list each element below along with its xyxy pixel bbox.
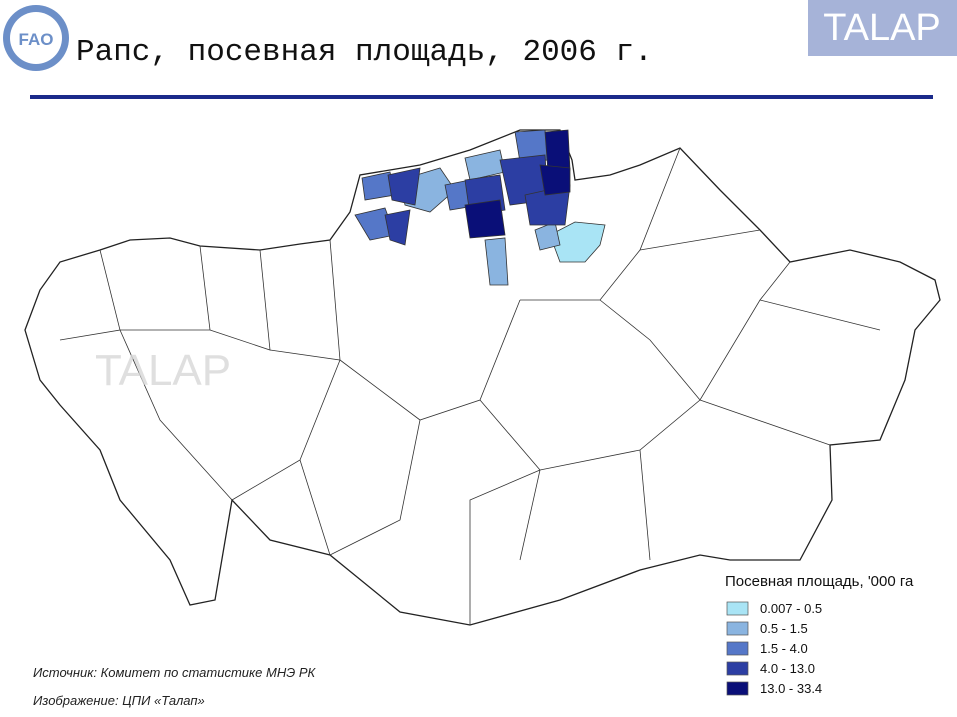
district-shaded: [539, 164, 571, 196]
district-shaded: [484, 237, 509, 286]
legend-swatch: [726, 601, 749, 616]
district-shaded: [464, 199, 506, 239]
legend-label: 1.5 - 4.0: [760, 641, 808, 656]
legend-label: 0.007 - 0.5: [760, 601, 822, 616]
legend-swatch: [726, 641, 749, 656]
logo-text: TALAP: [823, 7, 941, 49]
legend: 0.007 - 0.5 0.5 - 1.5 1.5 - 4.0 4.0 - 13.0 1…: [726, 601, 822, 696]
country-outline: [24, 129, 941, 626]
legend-title: Посевная площадь, '000 га: [725, 573, 914, 590]
title: Рапс, посевная площадь, 2006 г.: [76, 35, 653, 70]
district-shaded: [384, 209, 411, 246]
map: TALAP: [24, 129, 941, 626]
legend-swatch: [726, 681, 749, 696]
legend-label: 13.0 - 33.4: [760, 681, 822, 696]
fao-text: FAO: [19, 30, 54, 49]
legend-label: 0.5 - 1.5: [760, 621, 808, 636]
fao-inner: [10, 12, 62, 64]
district-shaded: [549, 221, 606, 263]
credit: Изображение: ЦПИ «Талап»: [33, 693, 205, 708]
district-shaded: [387, 167, 421, 206]
legend-label: 4.0 - 13.0: [760, 661, 815, 676]
source: Источник: Комитет по статистике МНЭ РК: [33, 665, 317, 680]
legend-swatch: [726, 661, 749, 676]
fao-logo: FAO: [3, 5, 69, 71]
legend-swatch: [726, 621, 749, 636]
watermark: TALAP: [95, 346, 231, 395]
logo-box: [808, 0, 957, 56]
district-borders: [59, 147, 881, 625]
